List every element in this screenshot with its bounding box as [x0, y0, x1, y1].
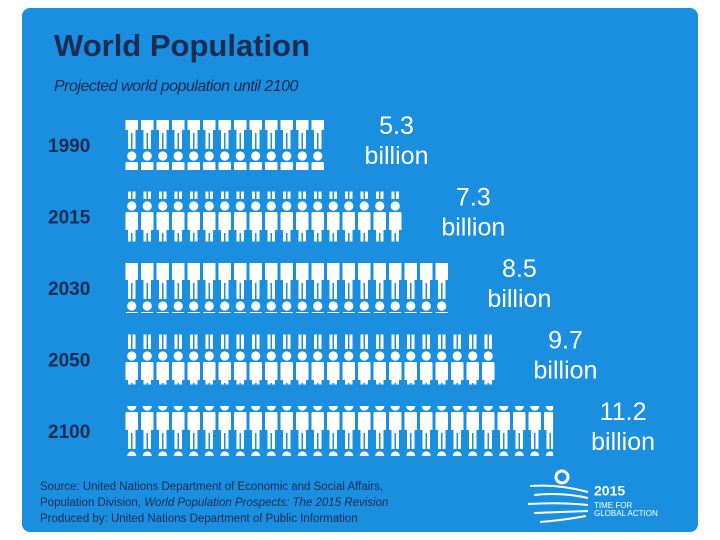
- category-label: 2050: [48, 351, 90, 372]
- value-label-line: billion: [441, 213, 505, 241]
- bar: [123, 263, 450, 313]
- value-label: 7.3 billion: [441, 183, 505, 241]
- value-label-line: billion: [591, 428, 655, 456]
- source: Source: United Nations Department of Eco…: [40, 481, 388, 525]
- chart-title: World Population: [54, 28, 310, 63]
- value-label-line: billion: [365, 142, 429, 170]
- value-label: 5.3 billion: [365, 112, 429, 170]
- logo-text: TIME FOR: [594, 501, 632, 510]
- value-label-line: 9.7: [548, 326, 583, 354]
- bar: [123, 120, 327, 170]
- chart-subtitle: Projected world population until 2100: [54, 78, 299, 95]
- source-text: Population Division,: [40, 497, 144, 509]
- bar: [123, 406, 554, 456]
- value-label-line: 11.2: [600, 398, 647, 426]
- bar: [123, 191, 404, 242]
- logo-text: GLOBAL ACTION: [594, 509, 658, 518]
- value-label-line: 7.3: [456, 183, 491, 211]
- category-label: 1990: [48, 136, 90, 157]
- source-line: Produced by: United Nations Department o…: [40, 513, 358, 525]
- logo-year: 2015: [594, 483, 625, 499]
- source-line: Population Division, World Population Pr…: [40, 497, 388, 509]
- source-line: Source: United Nations Department of Eco…: [40, 481, 383, 493]
- category-label: 2030: [48, 279, 90, 300]
- value-label: 8.5 billion: [487, 255, 551, 313]
- source-title: World Population Prospects: The 2015 Rev…: [144, 497, 388, 509]
- category-label: 2015: [48, 208, 91, 229]
- logo-swirl: [527, 484, 589, 523]
- value-label-line: billion: [487, 285, 551, 313]
- value-label-line: billion: [534, 356, 598, 384]
- logo: 2015 TIME FOR GLOBAL ACTION: [527, 469, 658, 523]
- logo-circle: [554, 469, 570, 485]
- category-label: 2100: [48, 422, 90, 443]
- value-label-line: 5.3: [379, 112, 414, 140]
- bar: [123, 334, 496, 385]
- value-label-line: 8.5: [502, 255, 537, 283]
- value-label: 9.7 billion: [534, 326, 598, 384]
- value-label: 11.2 billion: [591, 398, 655, 456]
